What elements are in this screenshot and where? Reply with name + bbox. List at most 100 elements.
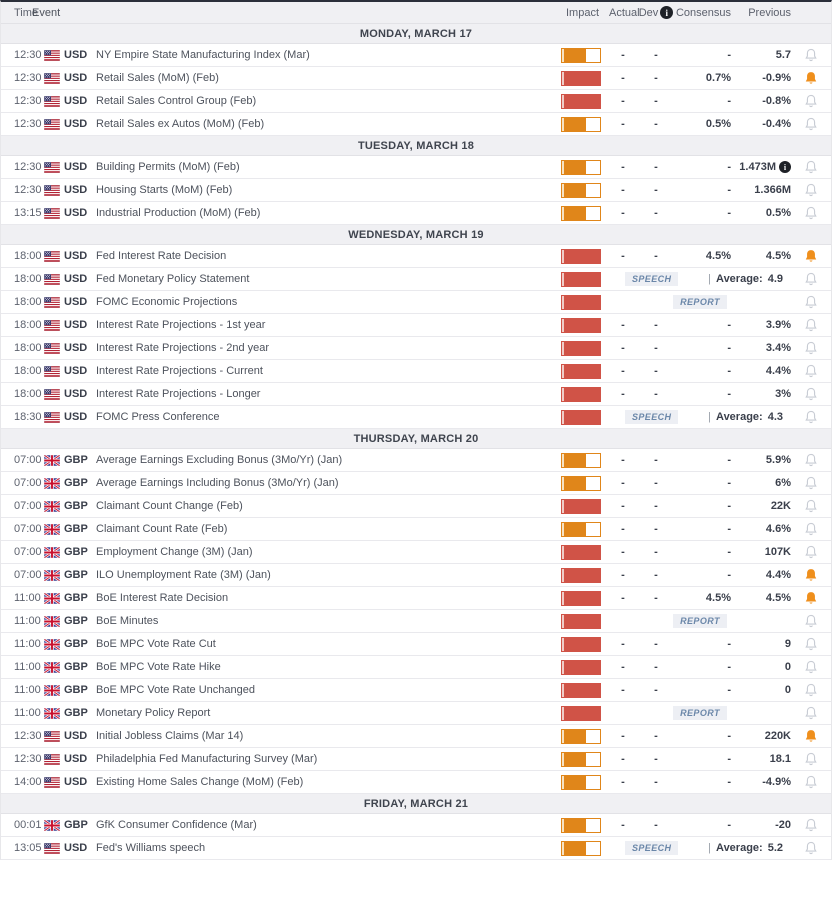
event-row[interactable]: 13:05 USD Fed's Williams speech SPEECH |… <box>1 837 831 860</box>
currency-flag-icon <box>44 477 64 489</box>
event-row[interactable]: 18:00 USD FOMC Economic Projections REPO… <box>1 291 831 314</box>
alert-bell-button[interactable] <box>804 341 818 356</box>
event-row[interactable]: 12:30 USD Philadelphia Fed Manufacturing… <box>1 748 831 771</box>
alert-bell-button[interactable] <box>804 841 818 856</box>
event-time: 18:00 <box>14 342 42 354</box>
previous-value: 0 <box>731 661 791 673</box>
alert-bell-button[interactable] <box>804 410 818 425</box>
alert-bell-button[interactable] <box>804 453 818 468</box>
alert-bell-button[interactable] <box>804 295 818 310</box>
event-row[interactable]: 11:00 GBP BoE MPC Vote Rate Unchanged - … <box>1 679 831 702</box>
alert-bell-button[interactable] <box>804 364 818 379</box>
event-row[interactable]: 07:00 GBP Claimant Count Rate (Feb) - - … <box>1 518 831 541</box>
alert-bell-button[interactable] <box>804 499 818 514</box>
alert-bell-button[interactable] <box>804 206 818 221</box>
alert-bell-active-button[interactable] <box>804 71 818 86</box>
event-name: FOMC Press Conference <box>96 411 220 423</box>
alert-bell-button[interactable] <box>804 614 818 629</box>
alert-bell-button[interactable] <box>804 637 818 652</box>
previous-value: 5.9% <box>731 454 791 466</box>
alert-bell-button[interactable] <box>804 752 818 767</box>
actual-value: - <box>621 365 625 377</box>
event-time: 18:00 <box>14 365 42 377</box>
alert-bell-active-button[interactable] <box>804 568 818 583</box>
event-row[interactable]: 07:00 GBP Claimant Count Change (Feb) - … <box>1 495 831 518</box>
alert-bell-button[interactable] <box>804 706 818 721</box>
impact-indicator <box>561 182 601 198</box>
previous-text: -0.4% <box>762 118 791 130</box>
alert-bell-button[interactable] <box>804 545 818 560</box>
currency-code: USD <box>64 95 88 107</box>
event-row[interactable]: 12:30 USD Initial Jobless Claims (Mar 14… <box>1 725 831 748</box>
event-row[interactable]: 18:30 USD FOMC Press Conference SPEECH |… <box>1 406 831 429</box>
event-row[interactable]: 12:30 USD Housing Starts (MoM) (Feb) - -… <box>1 179 831 202</box>
alert-bell-button[interactable] <box>804 117 818 132</box>
event-time: 18:00 <box>14 319 42 331</box>
alert-bell-button[interactable] <box>804 775 818 790</box>
event-row[interactable]: 11:00 GBP BoE Interest Rate Decision - -… <box>1 587 831 610</box>
event-row[interactable]: 07:00 GBP Employment Change (3M) (Jan) -… <box>1 541 831 564</box>
event-row[interactable]: 11:00 GBP BoE Minutes REPORT <box>1 610 831 633</box>
previous-text: 0 <box>784 661 791 673</box>
value-info-icon[interactable]: i <box>779 161 791 173</box>
consensus-value: - <box>727 477 731 489</box>
bell-outline-icon <box>805 295 817 308</box>
event-name: Industrial Production (MoM) (Feb) <box>96 207 261 219</box>
impact-indicator <box>561 544 601 560</box>
event-row[interactable]: 07:00 GBP Average Earnings Excluding Bon… <box>1 449 831 472</box>
us-flag-icon <box>44 365 60 377</box>
alert-bell-button[interactable] <box>804 818 818 833</box>
dev-info-icon[interactable]: i <box>660 6 674 19</box>
deviation-value: - <box>654 546 658 558</box>
currency-flag-icon <box>44 500 64 512</box>
previous-value: 4.4% <box>731 569 791 581</box>
event-row[interactable]: 18:00 USD Interest Rate Projections - 1s… <box>1 314 831 337</box>
event-row[interactable]: 12:30 USD Retail Sales (MoM) (Feb) - - 0… <box>1 67 831 90</box>
event-row[interactable]: 11:00 GBP Monetary Policy Report REPORT <box>1 702 831 725</box>
alert-bell-button[interactable] <box>804 160 818 175</box>
alert-bell-active-button[interactable] <box>804 591 818 606</box>
alert-bell-button[interactable] <box>804 272 818 287</box>
event-row[interactable]: 18:00 USD Interest Rate Projections - 2n… <box>1 337 831 360</box>
event-row[interactable]: 18:00 USD Interest Rate Projections - Lo… <box>1 383 831 406</box>
event-row[interactable]: 14:00 USD Existing Home Sales Change (Mo… <box>1 771 831 794</box>
actual-value: - <box>621 250 625 262</box>
event-row[interactable]: 07:00 GBP Average Earnings Including Bon… <box>1 472 831 495</box>
previous-value: -0.4% <box>731 118 791 130</box>
event-row[interactable]: 11:00 GBP BoE MPC Vote Rate Hike - - - 0 <box>1 656 831 679</box>
event-row[interactable]: 13:15 USD Industrial Production (MoM) (F… <box>1 202 831 225</box>
previous-text: 4.4% <box>765 569 791 581</box>
alert-bell-button[interactable] <box>804 183 818 198</box>
consensus-value: - <box>727 365 731 377</box>
event-row[interactable]: 12:30 USD Building Permits (MoM) (Feb) -… <box>1 156 831 179</box>
alert-bell-button[interactable] <box>804 476 818 491</box>
alert-bell-button[interactable] <box>804 318 818 333</box>
currency-code: USD <box>64 842 88 854</box>
bell-outline-icon <box>805 499 817 512</box>
us-flag-icon <box>44 730 60 742</box>
actual-value: - <box>621 95 625 107</box>
column-header-impact: Impact <box>566 6 600 19</box>
alert-bell-button[interactable] <box>804 522 818 537</box>
consensus-value: - <box>727 819 731 831</box>
event-row[interactable]: 18:00 USD Interest Rate Projections - Cu… <box>1 360 831 383</box>
alert-bell-button[interactable] <box>804 94 818 109</box>
alert-bell-button[interactable] <box>804 48 818 63</box>
alert-bell-button[interactable] <box>804 387 818 402</box>
currency-flag-icon <box>44 95 64 107</box>
deviation-value: - <box>654 819 658 831</box>
alert-bell-active-button[interactable] <box>804 729 818 744</box>
alert-bell-button[interactable] <box>804 683 818 698</box>
event-time: 12:30 <box>14 49 42 61</box>
event-row[interactable]: 00:01 GBP GfK Consumer Confidence (Mar) … <box>1 814 831 837</box>
event-row[interactable]: 07:00 GBP ILO Unemployment Rate (3M) (Ja… <box>1 564 831 587</box>
alert-bell-active-button[interactable] <box>804 249 818 264</box>
event-row[interactable]: 11:00 GBP BoE MPC Vote Rate Cut - - - 9 <box>1 633 831 656</box>
alert-bell-button[interactable] <box>804 660 818 675</box>
event-row[interactable]: 18:00 USD Fed Interest Rate Decision - -… <box>1 245 831 268</box>
event-row[interactable]: 12:30 USD Retail Sales Control Group (Fe… <box>1 90 831 113</box>
event-row[interactable]: 18:00 USD Fed Monetary Policy Statement … <box>1 268 831 291</box>
event-row[interactable]: 12:30 USD Retail Sales ex Autos (MoM) (F… <box>1 113 831 136</box>
event-row[interactable]: 12:30 USD NY Empire State Manufacturing … <box>1 44 831 67</box>
gb-flag-icon <box>44 477 60 489</box>
